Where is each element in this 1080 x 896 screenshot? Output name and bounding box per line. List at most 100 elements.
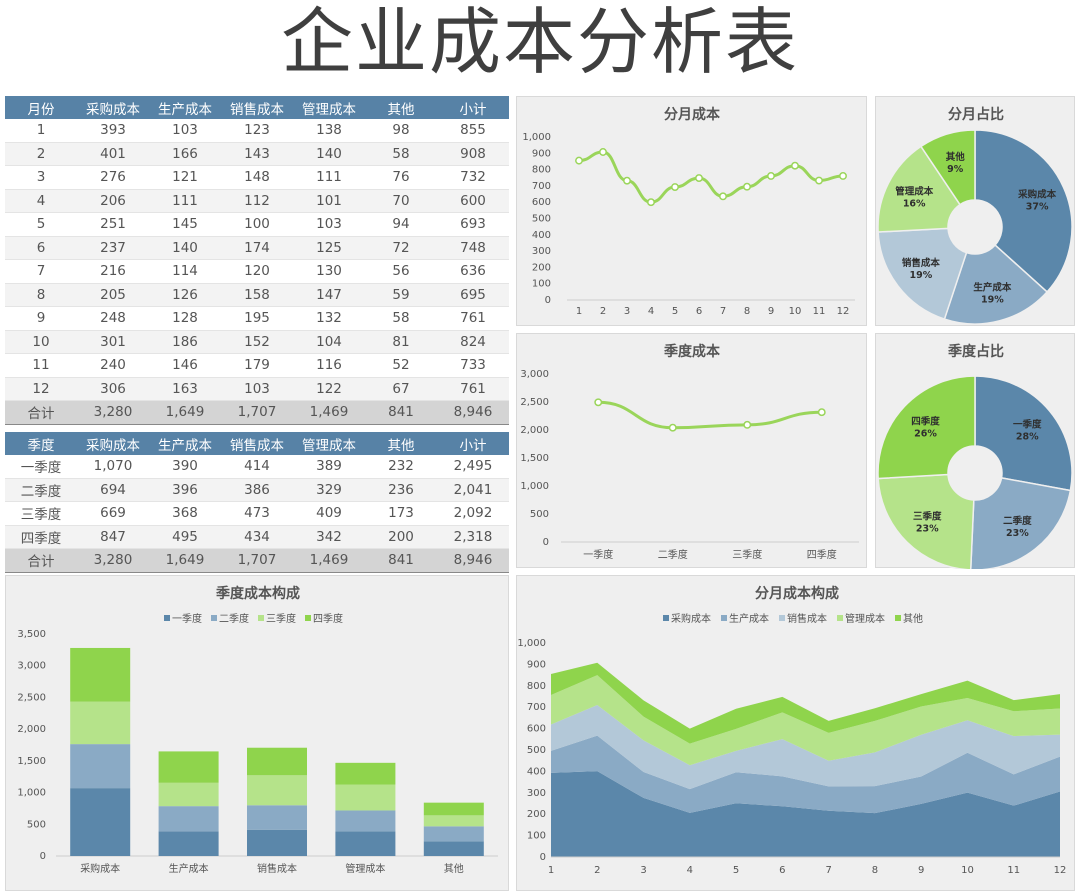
monthly-area-chart-panel: 分月成本构成 采购成本 生产成本 销售成本 管理成本 其他 0 100 200 300 400 500… bbox=[516, 575, 1075, 891]
total-cell: 841 bbox=[365, 400, 437, 425]
slice-percent: 37% bbox=[1026, 201, 1049, 212]
legend-label: 采购成本 bbox=[671, 612, 711, 625]
column-header: 其他 bbox=[365, 432, 437, 455]
total-cell: 3,280 bbox=[77, 400, 149, 425]
bar-segment bbox=[423, 802, 484, 816]
table-cell: 2,318 bbox=[437, 525, 509, 549]
column-header: 采购成本 bbox=[77, 432, 149, 455]
data-point bbox=[719, 192, 727, 201]
x-tick-label: 11 bbox=[813, 306, 826, 317]
table-cell: 173 bbox=[365, 501, 437, 526]
table-cell: 111 bbox=[149, 189, 221, 213]
y-tick-label: 100 bbox=[532, 279, 551, 290]
quarter-stack-chart-panel: 季度成本构成 一季度 二季度 三季度 四季度 0 500 1,000 1,500 2,000 2,5… bbox=[5, 575, 509, 891]
table-cell: 一季度 bbox=[5, 455, 77, 479]
table-cell: 1,070 bbox=[77, 455, 149, 479]
total-cell: 1,649 bbox=[149, 400, 221, 425]
bar-segment bbox=[158, 751, 219, 783]
bar-segment bbox=[158, 806, 219, 832]
table-cell: 7 bbox=[5, 259, 77, 284]
table-cell: 100 bbox=[221, 212, 293, 237]
table-cell: 112 bbox=[221, 189, 293, 213]
legend-swatch bbox=[305, 615, 311, 621]
slice-label: 二季度 bbox=[1003, 515, 1032, 527]
table-cell: 276 bbox=[77, 165, 149, 190]
y-tick-label: 500 bbox=[527, 745, 546, 756]
bar-segment bbox=[247, 747, 307, 776]
x-tick-label: 5 bbox=[733, 865, 739, 876]
quarter-line-chart: 季度成本 0 500 1,000 1,500 2,000 2,500 3,000 一季度 二季度 三… bbox=[520, 343, 859, 561]
table-cell: 693 bbox=[437, 212, 509, 237]
bar-segment bbox=[70, 788, 131, 856]
table-row: 四季度 847 495 434 342 200 2,318 bbox=[5, 525, 509, 549]
table-cell: 125 bbox=[293, 236, 365, 260]
data-point bbox=[594, 398, 603, 407]
slice-percent: 19% bbox=[981, 295, 1004, 306]
bar-segment bbox=[423, 841, 484, 856]
y-tick-label: 0 bbox=[540, 852, 546, 863]
series-line bbox=[578, 150, 844, 204]
slice-percent: 19% bbox=[910, 270, 933, 281]
column-header: 销售成本 bbox=[221, 432, 293, 455]
y-tick-label: 300 bbox=[527, 788, 546, 799]
table-cell: 94 bbox=[365, 212, 437, 237]
slice-label: 销售成本 bbox=[902, 257, 941, 269]
table-cell: 114 bbox=[149, 259, 221, 284]
table-row: 6 237 140 174 125 72 748 bbox=[5, 236, 509, 260]
x-tick-label: 6 bbox=[779, 865, 785, 876]
legend-swatch bbox=[258, 615, 264, 621]
slice-label: 四季度 bbox=[911, 415, 940, 427]
table-cell: 158 bbox=[221, 283, 293, 307]
total-cell: 8,946 bbox=[437, 548, 509, 573]
total-cell: 841 bbox=[365, 548, 437, 573]
table-row: 8 205 126 158 147 59 695 bbox=[5, 283, 509, 307]
y-tick-label: 0 bbox=[543, 537, 549, 548]
table-cell: 174 bbox=[221, 236, 293, 260]
table-row: 5 251 145 100 103 94 693 bbox=[5, 212, 509, 237]
slice-percent: 9% bbox=[947, 164, 964, 175]
table-cell: 390 bbox=[149, 455, 221, 479]
pie-slice bbox=[877, 473, 975, 569]
area-series bbox=[551, 771, 1060, 857]
area-series bbox=[551, 662, 1060, 744]
x-tick-label: 11 bbox=[1007, 865, 1020, 876]
pie-slice bbox=[969, 477, 1072, 569]
total-cell: 1,707 bbox=[221, 400, 293, 425]
table-cell: 401 bbox=[77, 142, 149, 166]
table-cell: 2,495 bbox=[437, 455, 509, 479]
x-tick-label: 10 bbox=[961, 865, 974, 876]
legend-swatch bbox=[211, 615, 217, 621]
y-tick-label: 300 bbox=[532, 246, 551, 257]
x-tick-label: 三季度 bbox=[732, 548, 762, 561]
total-cell: 1,469 bbox=[293, 400, 365, 425]
table-cell: 2,092 bbox=[437, 501, 509, 526]
table-cell: 694 bbox=[77, 478, 149, 502]
table-row: 11 240 146 179 116 52 733 bbox=[5, 353, 509, 378]
table-cell: 216 bbox=[77, 259, 149, 284]
table-cell: 147 bbox=[293, 283, 365, 307]
data-point bbox=[599, 148, 607, 156]
x-tick-label: 1 bbox=[576, 306, 582, 317]
table-cell: 120 bbox=[221, 259, 293, 284]
table-cell: 103 bbox=[221, 377, 293, 401]
table-cell: 10 bbox=[5, 330, 77, 354]
table-cell: 206 bbox=[77, 189, 149, 213]
table-cell: 126 bbox=[149, 283, 221, 307]
legend-label: 其他 bbox=[903, 612, 923, 625]
y-tick-label: 200 bbox=[532, 262, 551, 273]
table-cell: 2 bbox=[5, 142, 77, 166]
table-cell: 130 bbox=[293, 259, 365, 284]
legend-label: 管理成本 bbox=[845, 612, 885, 625]
table-cell: 908 bbox=[437, 142, 509, 166]
table-row: 9 248 128 195 132 58 761 bbox=[5, 306, 509, 331]
area-series bbox=[551, 735, 1060, 814]
area-series bbox=[551, 705, 1060, 790]
y-tick-label: 600 bbox=[532, 197, 551, 208]
y-tick-label: 500 bbox=[530, 509, 549, 520]
legend-swatch bbox=[721, 615, 727, 621]
table-cell: 251 bbox=[77, 212, 149, 237]
y-tick-label: 2,500 bbox=[17, 692, 46, 703]
y-tick-label: 900 bbox=[527, 659, 546, 670]
table-cell: 236 bbox=[365, 478, 437, 502]
table-cell: 166 bbox=[149, 142, 221, 166]
